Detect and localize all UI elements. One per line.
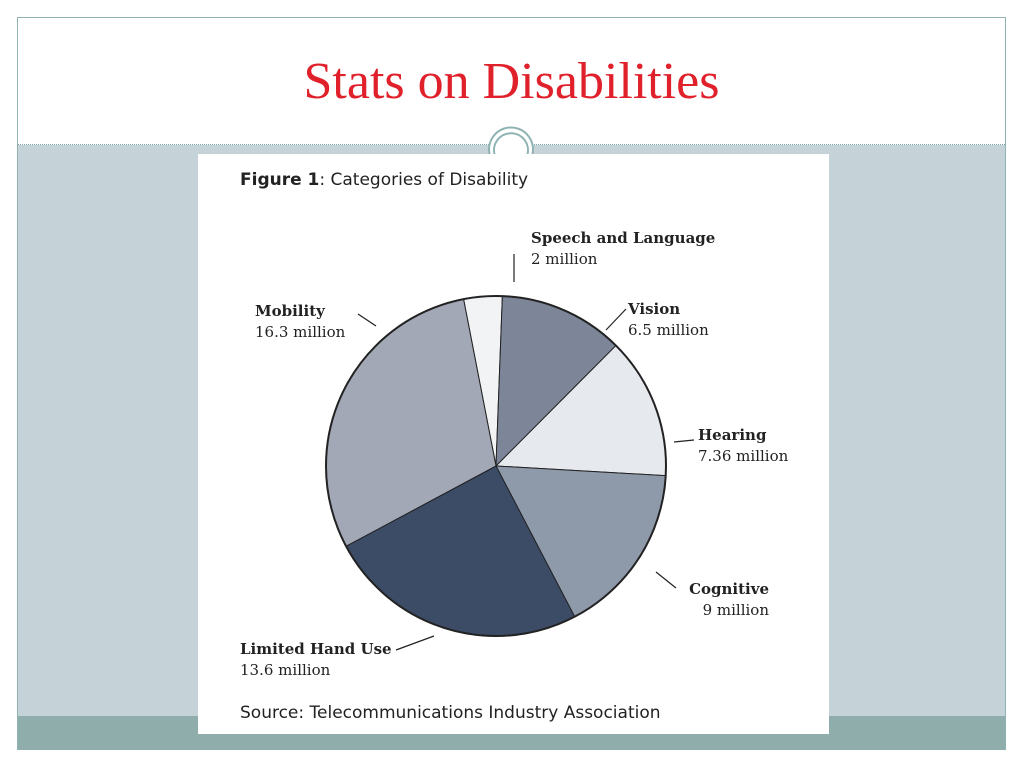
slice-name-limited-hand-use: Limited Hand Use [240,640,392,658]
slice-value-mobility: 16.3 million [255,323,346,341]
leader-line-mobility [357,313,377,327]
pie-chart: Speech and Language 2 million Vision 6.5 mi… [240,229,789,679]
leader-line-limited-hand-use [395,635,435,651]
slice-value-cognitive: 9 million [703,601,770,619]
figure-source: Source: Telecommunications Industry Asso… [240,703,661,723]
leader-line-vision [605,308,627,331]
slice-value-speech-and-language: 2 million [531,250,598,268]
slice-name-hearing: Hearing [698,426,767,444]
slice-name-cognitive: Cognitive [689,580,769,598]
leader-line-cognitive [655,571,677,589]
figure-caption: Figure 1: Categories of Disability [240,170,528,190]
figure-caption-text: : Categories of Disability [319,170,529,190]
slide-frame: Stats on Disabilities [17,17,1006,750]
figure-card: Figure 1: Categories of Disability Speec… [198,154,829,734]
slice-value-hearing: 7.36 million [698,447,789,465]
slice-name-mobility: Mobility [255,302,326,320]
slice-name-vision: Vision [627,300,680,318]
slide-header: Stats on Disabilities [18,18,1005,144]
pie-outline [325,295,667,637]
slice-value-vision: 6.5 million [628,321,709,339]
slice-name-speech-and-language: Speech and Language [531,229,715,247]
slice-value-limited-hand-use: 13.6 million [240,661,331,679]
leader-line-hearing [673,439,695,443]
figure-number: Figure 1 [240,170,320,190]
slide-title: Stats on Disabilities [303,53,720,110]
circle-ornament-icon [488,126,534,157]
